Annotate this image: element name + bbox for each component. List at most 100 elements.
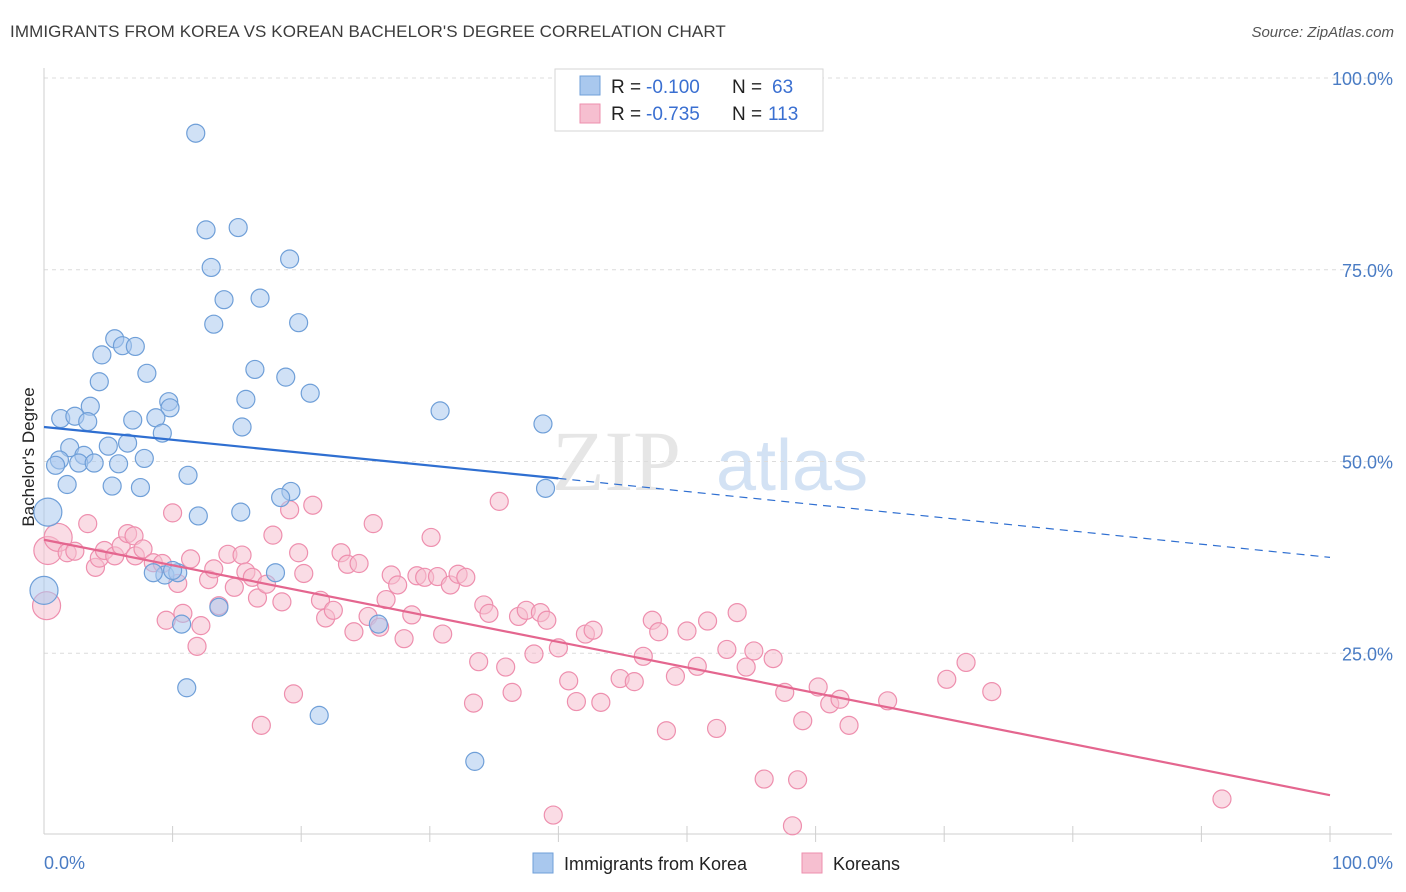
koreans-point xyxy=(502,682,522,702)
immigrants-point xyxy=(228,217,248,238)
immigrants-point xyxy=(214,290,234,310)
immigrants-point xyxy=(125,336,145,357)
legend-n-label-blue: N = xyxy=(732,77,762,98)
koreans-point xyxy=(191,616,211,636)
koreans-point xyxy=(187,636,207,656)
koreans-point xyxy=(566,691,587,712)
koreans-point xyxy=(294,563,314,584)
immigrants-point xyxy=(300,383,320,403)
immigrants-point xyxy=(465,751,485,771)
y-tick-label-25: 25.0% xyxy=(1342,644,1393,664)
immigrants-point xyxy=(368,614,388,634)
koreans-point xyxy=(754,769,774,789)
immigrants-point xyxy=(201,257,221,278)
koreans-point xyxy=(744,641,764,661)
koreans-point xyxy=(982,681,1002,702)
koreans-point xyxy=(421,527,441,548)
immigrants-point xyxy=(535,478,556,498)
x-tick-label-max: 100.0% xyxy=(1332,853,1393,873)
immigrants-point xyxy=(143,563,163,583)
y-tick-label-75: 75.0% xyxy=(1342,261,1393,281)
immigrants-point xyxy=(250,288,270,308)
koreans-point xyxy=(469,652,489,672)
koreans-point xyxy=(289,543,309,563)
immigrants-point xyxy=(265,563,286,583)
koreans-point xyxy=(479,603,499,623)
x-tick-label-min: 0.0% xyxy=(44,853,85,873)
koreans-point xyxy=(247,588,268,608)
legend-r-label-blue: R = xyxy=(611,77,641,98)
koreans-point xyxy=(706,718,727,739)
immigrants-point xyxy=(309,705,329,725)
koreans-point xyxy=(665,666,686,686)
koreans-point xyxy=(537,610,557,630)
immigrants-point xyxy=(89,372,109,392)
koreans-point xyxy=(496,657,516,677)
immigrants-point xyxy=(196,220,216,240)
immigrants-point xyxy=(134,448,154,469)
immigrants-point xyxy=(123,410,143,430)
immigrants-point xyxy=(430,401,450,421)
legend-r-value-pink: -0.735 xyxy=(646,104,700,125)
koreans-point xyxy=(303,495,323,515)
legend-r-value-blue: -0.100 xyxy=(646,77,700,98)
legend-n-label-pink: N = xyxy=(732,104,762,125)
koreans-point xyxy=(624,672,644,692)
immigrants-point xyxy=(29,575,59,605)
koreans-point xyxy=(839,715,859,735)
koreans-point xyxy=(524,644,544,664)
immigrants-point xyxy=(108,454,129,474)
koreans-point xyxy=(736,657,756,677)
trendline-koreans xyxy=(43,538,1331,797)
koreans-point xyxy=(388,575,408,595)
immigrants-point xyxy=(533,414,553,434)
correlation-legend: R = -0.100 N = 63 R = -0.735 N = 113 xyxy=(554,68,824,132)
koreans-point xyxy=(224,577,244,597)
koreans-point xyxy=(456,567,476,587)
series-immigrants-from-korea xyxy=(29,123,556,771)
immigrants-point xyxy=(289,313,309,333)
koreans-point xyxy=(272,592,292,612)
koreans-point xyxy=(124,526,144,546)
trendline-immigrants xyxy=(43,425,559,480)
koreans-point xyxy=(559,671,579,691)
legend-swatch-blue xyxy=(579,75,601,96)
koreans-point xyxy=(793,711,813,731)
y-tick-label-50: 50.0% xyxy=(1342,453,1393,473)
legend-r-label-pink: R = xyxy=(611,104,641,125)
immigrants-point xyxy=(172,614,192,634)
source-label: Source: ZipAtlas.com xyxy=(1251,24,1394,41)
koreans-point xyxy=(283,684,304,704)
koreans-point xyxy=(787,770,808,790)
immigrants-point xyxy=(98,436,118,456)
immigrants-point xyxy=(130,477,151,498)
koreans-point xyxy=(433,624,453,644)
koreans-point xyxy=(394,629,414,649)
koreans-point xyxy=(717,639,737,660)
koreans-point xyxy=(543,805,563,825)
trendlines xyxy=(43,425,1331,797)
trendline-immigrants-extrapolated xyxy=(558,477,1331,558)
immigrants-point xyxy=(78,412,98,432)
immigrants-point xyxy=(188,506,208,526)
koreans-point xyxy=(782,816,803,836)
immigrants-point xyxy=(92,345,112,365)
koreans-point xyxy=(232,545,252,565)
koreans-point xyxy=(163,503,183,523)
koreans-point xyxy=(649,622,669,642)
immigrants-point xyxy=(137,363,157,383)
immigrants-point xyxy=(236,389,256,409)
chart-title: IMMIGRANTS FROM KOREA VS KOREAN BACHELOR… xyxy=(10,22,726,41)
legend-n-value-blue: 63 xyxy=(772,77,793,98)
series-koreans xyxy=(31,491,1232,836)
axes xyxy=(43,68,1392,835)
koreans-point xyxy=(323,600,343,620)
immigrants-point xyxy=(102,476,122,496)
koreans-point xyxy=(583,620,603,640)
immigrants-point xyxy=(178,465,198,485)
koreans-point xyxy=(763,649,783,669)
immigrants-point xyxy=(186,123,206,143)
koreans-point xyxy=(363,514,383,534)
immigrants-point xyxy=(45,455,66,475)
y-tick-label-100: 100.0% xyxy=(1332,69,1393,89)
